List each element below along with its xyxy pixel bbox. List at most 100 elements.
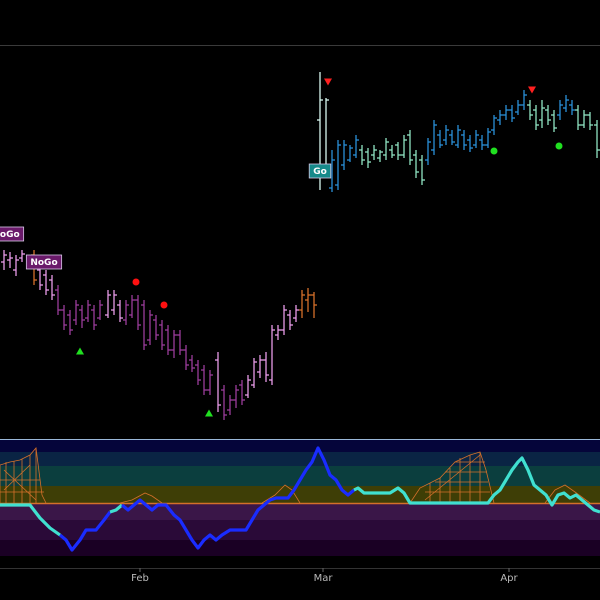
price-bar (269, 325, 275, 385)
price-bar (515, 100, 521, 115)
oscillator-bands (0, 440, 600, 556)
cloud-hatch (0, 447, 591, 504)
price-bar (177, 330, 183, 355)
price-bar (587, 112, 593, 130)
price-bar (383, 138, 389, 160)
price-bar (485, 128, 491, 148)
price-bar (389, 145, 395, 158)
signal-triangle (205, 409, 213, 417)
price-bar (341, 140, 347, 170)
price-bar (569, 100, 575, 115)
price-bar (407, 130, 413, 165)
price-bar (221, 385, 227, 420)
price-bar (201, 365, 207, 395)
x-tick-label: Mar (314, 573, 334, 584)
price-bar (61, 305, 67, 330)
band (0, 520, 600, 540)
price-bar (85, 300, 91, 322)
price-bar (141, 300, 147, 350)
price-bar (479, 135, 485, 150)
price-bar (123, 300, 129, 325)
price-bar (365, 148, 371, 168)
price-bar (135, 295, 141, 330)
price-bar (73, 300, 79, 325)
price-bar (335, 140, 341, 190)
x-tick-label: Feb (131, 573, 149, 584)
oscillator-line (0, 503, 61, 537)
signal-dot (555, 142, 563, 150)
price-bar (195, 360, 201, 385)
price-bar (1, 250, 7, 270)
cloud (424, 452, 490, 503)
price-bar (105, 290, 111, 318)
band (0, 503, 600, 520)
price-bar (263, 352, 269, 382)
price-bar (117, 300, 123, 322)
annotation-text: NoGo (30, 258, 57, 268)
price-bar (79, 305, 85, 328)
signal-triangle (324, 78, 332, 86)
price-bar (111, 290, 117, 315)
band (0, 486, 600, 503)
price-bar (207, 370, 213, 395)
price-bar (377, 150, 383, 162)
price-bar (19, 250, 25, 262)
price-bar (473, 130, 479, 148)
price-bar (431, 120, 437, 155)
annotation-box (0, 226, 25, 242)
price-bar (521, 90, 527, 110)
annotation-box (25, 254, 63, 270)
price-bar (455, 125, 461, 148)
price-bar (49, 275, 55, 300)
price-bar (347, 145, 353, 162)
price-bar (467, 135, 473, 152)
annotation-box (308, 163, 332, 179)
price-bar (359, 145, 365, 165)
cloud (0, 447, 47, 504)
price-bar (449, 130, 455, 145)
price-bar (55, 285, 61, 315)
price-bar (305, 288, 311, 312)
price-bar (227, 395, 233, 415)
price-bar (183, 345, 189, 370)
annotation-text: Go (313, 167, 327, 177)
band (0, 452, 600, 466)
price-bar (159, 320, 165, 350)
price-bar (43, 270, 49, 295)
price-bar (413, 150, 419, 178)
price-bar (281, 305, 287, 335)
annotation: Go (308, 163, 332, 179)
price-bar (257, 355, 263, 378)
price-bar (299, 290, 305, 318)
price-bar (461, 130, 467, 150)
price-bar (395, 142, 401, 160)
annotation: NoGo (0, 226, 25, 242)
price-bar (551, 110, 557, 132)
price-bar (13, 255, 19, 276)
price-bar (419, 155, 425, 185)
oscillator-line (353, 456, 600, 514)
price-bar (503, 105, 509, 120)
price-bar (311, 292, 317, 318)
signal-triangle (528, 86, 536, 94)
price-bar (329, 150, 335, 192)
price-bar (491, 115, 497, 135)
price-bar (153, 315, 159, 340)
price-bar (287, 310, 293, 330)
price-bar (425, 138, 431, 165)
cloud (119, 492, 163, 504)
price-bar (275, 325, 281, 340)
cloud (0, 448, 44, 503)
signal-dot (490, 147, 498, 155)
price-bar (527, 100, 533, 120)
price-bar (147, 310, 153, 345)
price-bar (67, 310, 73, 335)
price-bar (245, 375, 251, 398)
price-bar (171, 330, 177, 358)
cloud (261, 484, 301, 504)
price-bar (91, 305, 97, 330)
oscillator-line (109, 503, 124, 514)
price-bar (509, 105, 515, 122)
annotation: NoGo (25, 254, 63, 270)
